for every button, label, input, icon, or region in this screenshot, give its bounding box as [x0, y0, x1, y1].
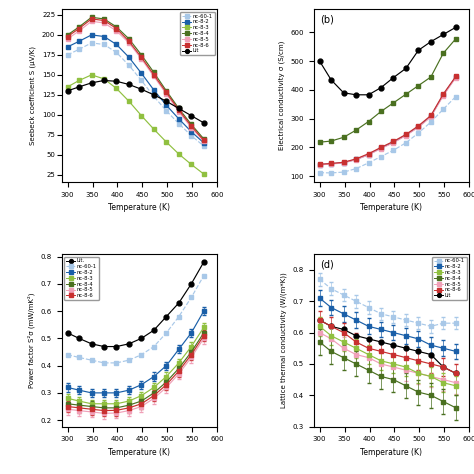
Text: (b): (b) [320, 15, 334, 25]
X-axis label: Temperature (K): Temperature (K) [109, 203, 171, 212]
Legend: Lit., nc-60-1, nc-8-2, nc-8-3, nc-8-4, nc-8-5, nc-8-6: Lit., nc-60-1, nc-8-2, nc-8-3, nc-8-4, n… [64, 257, 99, 300]
Text: (d): (d) [320, 259, 334, 269]
X-axis label: Temperature (K): Temperature (K) [109, 448, 171, 457]
Legend: nc-60-1, nc-8-2, nc-8-3, nc-8-4, nc-8-5, nc-8-6, Lit: nc-60-1, nc-8-2, nc-8-3, nc-8-4, nc-8-5,… [432, 257, 466, 300]
X-axis label: Temperature (K): Temperature (K) [360, 203, 422, 212]
X-axis label: Temperature (K): Temperature (K) [360, 448, 422, 457]
Y-axis label: Lattice thermal conductivity (W/(m*K)): Lattice thermal conductivity (W/(m*K)) [281, 273, 287, 408]
Y-axis label: Seebeck coefficient S (μV/K): Seebeck coefficient S (μV/K) [30, 46, 36, 145]
Legend: nc-60-1, nc-8-2, nc-8-3, nc-8-4, nc-8-5, nc-8-6, Lit: nc-60-1, nc-8-2, nc-8-3, nc-8-4, nc-8-5,… [180, 12, 215, 55]
Y-axis label: Power factor S²σ (mW/mK²): Power factor S²σ (mW/mK²) [27, 292, 35, 388]
Y-axis label: Electrical conductivity σ (S/cm): Electrical conductivity σ (S/cm) [278, 41, 285, 150]
